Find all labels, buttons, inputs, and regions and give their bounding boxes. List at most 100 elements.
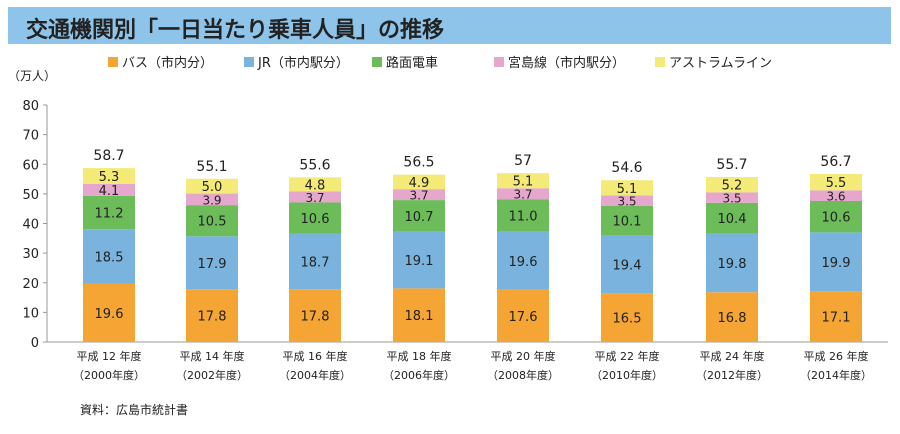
data-label: 10.5 [198, 215, 227, 230]
bar-segment [186, 289, 238, 342]
y-tick-label: 50 [22, 188, 39, 203]
total-label: 55.1 [196, 159, 227, 175]
legend-label: アストラムライン [669, 56, 772, 71]
total-label: 55.7 [716, 157, 747, 173]
data-label: 17.6 [509, 310, 538, 325]
x-tick-label: 平成 12 年度 [77, 349, 142, 363]
bar-segment [497, 231, 549, 290]
y-tick-label: 40 [22, 218, 39, 233]
data-label: 3.9 [202, 193, 221, 207]
x-tick-sublabel: （2000年度） [73, 368, 145, 382]
bar-segment [601, 293, 653, 342]
legend-label: 宮島線（市内駅分） [508, 55, 625, 71]
bar-segment [810, 291, 862, 342]
data-label: 19.8 [718, 257, 747, 272]
x-tick-label: 平成 18 年度 [387, 349, 452, 363]
bar-segment [497, 173, 549, 189]
data-label: 17.8 [301, 310, 330, 325]
data-label: 19.6 [95, 307, 124, 322]
data-label: 17.8 [198, 310, 227, 325]
bar-segment [810, 232, 862, 292]
data-label: 16.5 [613, 312, 642, 327]
bar-segment [393, 288, 445, 342]
data-label: 16.8 [718, 311, 747, 326]
legend-label: JR（市内駅分） [257, 55, 349, 71]
y-tick-label: 30 [22, 247, 39, 262]
total-label: 56.7 [820, 154, 851, 170]
bar-segment [706, 233, 758, 293]
data-label: 10.6 [301, 212, 330, 227]
total-label: 56.5 [403, 155, 434, 171]
data-label: 3.6 [826, 190, 845, 204]
y-tick-label: 70 [22, 129, 39, 144]
data-label: 17.1 [822, 311, 851, 326]
x-tick-sublabel: （2010年度） [591, 368, 663, 382]
bar-segment [289, 233, 341, 290]
x-tick-sublabel: （2004年度） [279, 368, 351, 382]
bar-segment [601, 195, 653, 206]
bar-segment [83, 195, 135, 230]
data-label: 5.1 [617, 182, 638, 197]
y-tick-label: 60 [22, 158, 39, 173]
bar-segment [497, 199, 549, 232]
x-tick-sublabel: （2014年度） [800, 368, 872, 382]
legend-swatch [494, 57, 504, 67]
title-bar: 交通機関別「一日当たり乗車人員」の推移 [8, 7, 891, 44]
bar-segment [393, 174, 445, 190]
bar-segment [83, 229, 135, 284]
data-label: 10.1 [613, 215, 642, 230]
x-tick-label: 平成 16 年度 [283, 349, 348, 363]
x-tick-label: 平成 20 年度 [491, 349, 556, 363]
x-tick-label: 平成 14 年度 [180, 349, 245, 363]
bar-segment [393, 231, 445, 289]
x-tick-sublabel: （2008年度） [487, 368, 559, 382]
bar-segment [186, 205, 238, 237]
total-label: 55.6 [299, 157, 330, 173]
data-label: 19.6 [509, 255, 538, 270]
bar-segment [706, 192, 758, 203]
chart-title: 交通機関別「一日当たり乗車人員」の推移 [26, 18, 445, 43]
total-label: 57 [514, 153, 532, 169]
data-label: 18.5 [95, 251, 124, 266]
legend-swatch [655, 57, 665, 67]
bar-segment [706, 176, 758, 193]
bar-segment [289, 289, 341, 342]
y-tick-label: 20 [22, 277, 39, 292]
x-tick-label: 平成 22 年度 [595, 349, 660, 363]
x-tick-label: 平成 24 年度 [700, 349, 765, 363]
bar-segment [186, 178, 238, 194]
y-tick-label: 10 [22, 306, 39, 321]
bar-segment [601, 235, 653, 294]
bar-segment [83, 168, 135, 184]
x-tick-sublabel: （2002年度） [176, 368, 248, 382]
data-label: 3.7 [513, 188, 532, 202]
source-note: 資料：広島市統計書 [80, 402, 188, 417]
x-tick-sublabel: （2012年度） [696, 368, 768, 382]
total-label: 58.7 [93, 148, 124, 164]
data-label: 18.7 [301, 256, 330, 271]
y-tick-label: 0 [31, 336, 39, 351]
data-label: 4.1 [99, 184, 120, 199]
data-label: 19.1 [405, 254, 434, 269]
data-label: 19.4 [613, 258, 642, 273]
y-tick-label: 80 [22, 99, 39, 114]
data-label: 11.0 [509, 210, 538, 225]
data-label: 10.4 [718, 212, 747, 227]
bar-segment [393, 189, 445, 201]
x-tick-label: 平成 26 年度 [804, 349, 869, 363]
data-label: 11.2 [95, 207, 124, 222]
data-label: 5.2 [722, 179, 743, 194]
data-label: 10.6 [822, 211, 851, 226]
bar-segment [497, 188, 549, 200]
bar-segment [601, 180, 653, 196]
data-label: 5.1 [513, 175, 534, 190]
legend-swatch [244, 57, 254, 67]
data-label: 19.9 [822, 256, 851, 271]
legend-label: バス（市内分） [122, 55, 213, 71]
bar-segment [601, 205, 653, 236]
x-tick-sublabel: （2006年度） [383, 368, 455, 382]
data-label: 4.9 [409, 176, 430, 191]
data-label: 5.0 [202, 180, 223, 195]
